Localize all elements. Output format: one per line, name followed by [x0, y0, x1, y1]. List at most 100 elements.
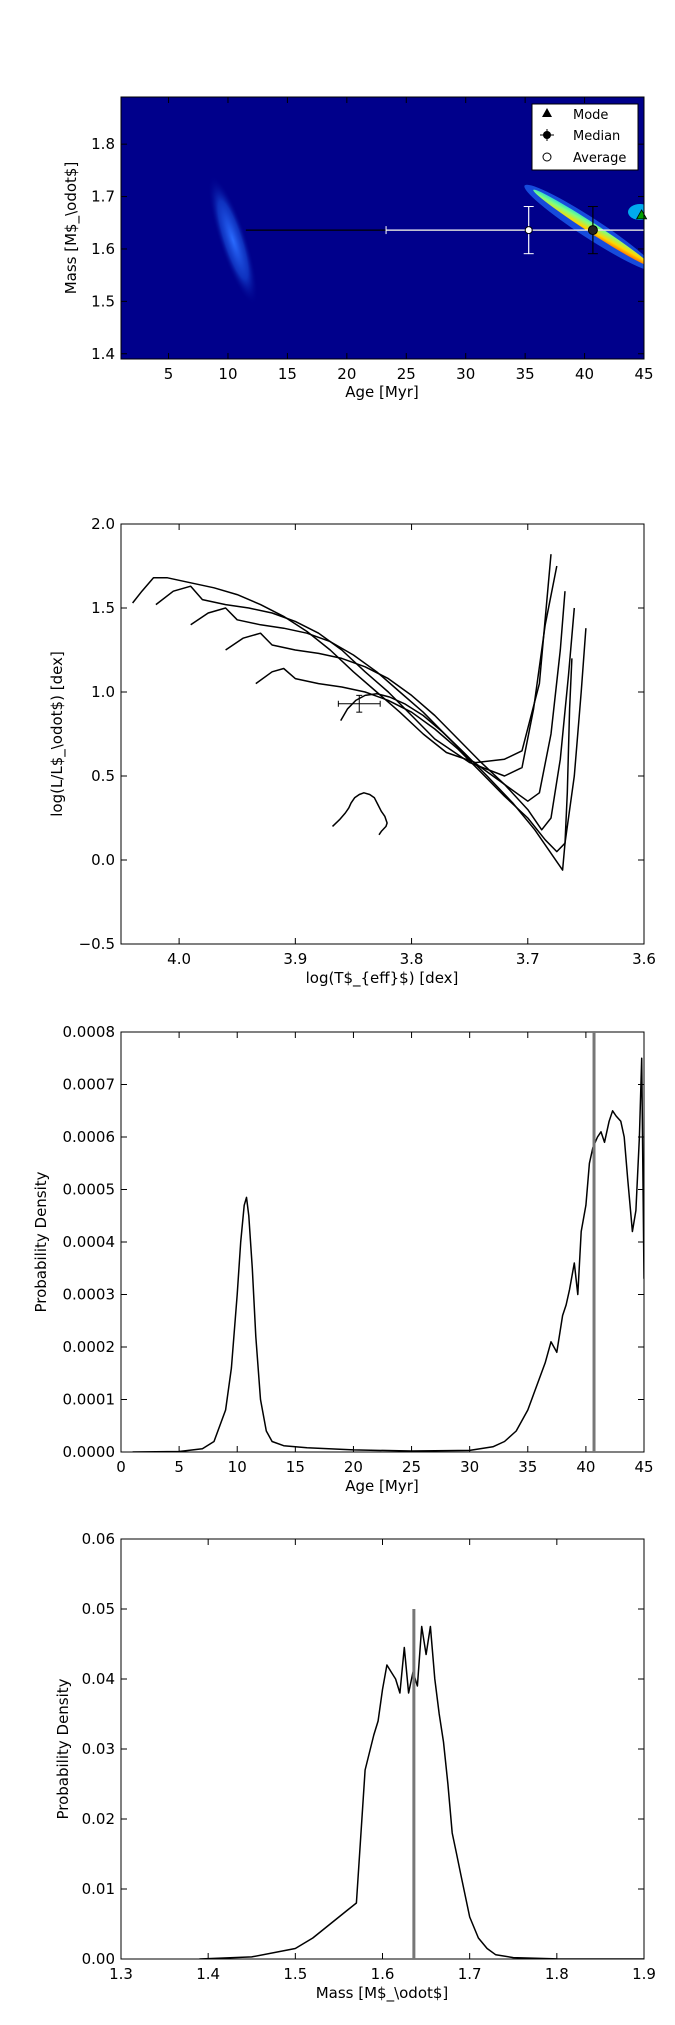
legend-average-icon	[542, 152, 552, 162]
y-tick-label: 1.8	[91, 135, 115, 153]
x-tick-label: 3.9	[283, 950, 307, 968]
hr-ylabel: log(L/L$_\odot$) [dex]	[48, 651, 67, 817]
y-tick-label: 1.5	[91, 292, 115, 310]
x-tick-label: 35	[518, 1458, 537, 1476]
x-tick-label: 1.3	[109, 1965, 133, 1983]
y-tick-label: 1.4	[91, 345, 115, 363]
y-tick-label: 0.0001	[63, 1391, 116, 1409]
heatmap-markers	[245, 206, 648, 255]
y-tick-label: 1.0	[91, 683, 115, 701]
y-tick-label: 0.0006	[63, 1128, 116, 1146]
x-tick-label: 40	[575, 365, 594, 383]
heatmap-ylabel: Mass [M$_\odot$]	[62, 162, 81, 295]
heatmap-frame	[120, 96, 645, 360]
legend-median-label: Median	[573, 129, 620, 144]
mass-pdf-ticks: 1.3 1.4 1.5 1.6 1.7 1.8 1.9 0.00 0.01 0.02 0.03 0.0…	[82, 1530, 656, 1983]
y-tick-label: 0.0002	[63, 1338, 116, 1356]
y-tick-label: 0.0008	[63, 1023, 116, 1041]
x-tick-label: 45	[634, 1458, 653, 1476]
hr-star-errorbar	[337, 694, 381, 713]
x-tick-label: 20	[344, 1458, 363, 1476]
x-tick-label: 30	[460, 1458, 479, 1476]
y-tick-label: 1.6	[91, 240, 115, 258]
x-tick-label: 10	[218, 365, 237, 383]
x-tick-label: 3.7	[516, 950, 540, 968]
isochrone-6	[155, 565, 558, 777]
x-tick-label: 15	[278, 365, 297, 383]
legend-mode-icon	[542, 108, 552, 117]
heatmap-ticks: 5 10 15 20 25 30 35 40 45 1.4 1.5 1.6 1.7 1.8	[91, 97, 654, 383]
y-tick-label: 0.0004	[63, 1233, 116, 1251]
heatmap-blob-young	[208, 175, 258, 305]
hr-isochrones	[132, 554, 587, 871]
panel-hr-diagram: 4.0 3.9 3.8 3.7 3.6 −0.5 0.0 0.5 1.0 1.5 2.0 log(T…	[48, 515, 656, 988]
legend-median-icon	[543, 131, 551, 139]
y-tick-label: 0.03	[82, 1740, 115, 1758]
legend: Mode Median Average	[531, 103, 639, 171]
mass-pdf-xlabel: Mass [M$_\odot$]	[316, 1984, 449, 2003]
y-tick-label: 0.02	[82, 1810, 115, 1828]
x-tick-label: 1.9	[632, 1965, 656, 1983]
panel-age-mass-heatmap: 5 10 15 20 25 30 35 40 45 1.4 1.5 1.6 1.7 1.8 Age [My…	[62, 96, 654, 401]
age-pdf-ticks: 0 5 10 15 20 25 30 35 40 45 0.0000 0.0001 0.0002 0.00…	[63, 1023, 654, 1476]
x-tick-label: 3.8	[400, 950, 424, 968]
isochrone-5	[190, 591, 566, 802]
hr-xlabel: log(T$_{eff}$) [dex]	[306, 969, 459, 988]
median-marker	[587, 225, 598, 236]
y-tick-label: 0.04	[82, 1670, 115, 1688]
y-tick-label: 0.0000	[63, 1443, 116, 1461]
heatmap-xlabel: Age [Myr]	[345, 383, 418, 401]
y-tick-label: 0.0007	[63, 1076, 116, 1094]
legend-mode-label: Mode	[573, 108, 608, 123]
isochrone-7	[132, 554, 552, 764]
mass-pdf-plot	[199, 1609, 644, 1959]
x-tick-label: 20	[337, 365, 356, 383]
x-tick-label: 35	[516, 365, 535, 383]
legend-average-label: Average	[573, 151, 626, 166]
x-tick-label: 3.6	[632, 950, 656, 968]
age-pdf-plot	[132, 1032, 644, 1452]
x-tick-label: 45	[634, 365, 653, 383]
age-pdf-frame	[120, 1031, 645, 1453]
average-marker	[524, 226, 533, 235]
mass-pdf-ylabel: Probability Density	[54, 1678, 72, 1819]
x-tick-label: 15	[286, 1458, 305, 1476]
x-tick-label: 1.5	[283, 1965, 307, 1983]
y-tick-label: −0.5	[79, 935, 115, 953]
x-tick-label: 40	[576, 1458, 595, 1476]
x-tick-label: 30	[456, 365, 475, 383]
x-tick-label: 5	[174, 1458, 184, 1476]
x-tick-label: 4.0	[167, 950, 191, 968]
y-tick-label: 0.05	[82, 1600, 115, 1618]
y-tick-label: 0.0	[91, 851, 115, 869]
age-pdf-ylabel: Probability Density	[32, 1171, 50, 1312]
mass-pdf-line	[199, 1625, 644, 1959]
x-tick-label: 1.7	[458, 1965, 482, 1983]
x-tick-label: 1.4	[196, 1965, 220, 1983]
mass-pdf-frame	[120, 1538, 645, 1960]
hr-ticks: 4.0 3.9 3.8 3.7 3.6 −0.5 0.0 0.5 1.0 1.5 2.0	[79, 515, 656, 968]
x-tick-label: 5	[164, 365, 174, 383]
x-tick-label: 25	[402, 1458, 421, 1476]
panel-age-pdf: 0 5 10 15 20 25 30 35 40 45 0.0000 0.0001 0.0002 0.00…	[32, 1023, 654, 1495]
y-tick-label: 1.5	[91, 599, 115, 617]
y-tick-label: 0.06	[82, 1530, 115, 1548]
y-tick-label: 0.0005	[63, 1181, 116, 1199]
y-tick-label: 0.0003	[63, 1286, 116, 1304]
isochrone-3	[255, 628, 587, 853]
x-tick-label: 1.6	[371, 1965, 395, 1983]
x-tick-label: 1.8	[545, 1965, 569, 1983]
y-tick-label: 2.0	[91, 515, 115, 533]
panel-mass-pdf: 1.3 1.4 1.5 1.6 1.7 1.8 1.9 0.00 0.01 0.02 0.03 0.0…	[54, 1530, 656, 2003]
y-tick-label: 0.01	[82, 1880, 115, 1898]
x-tick-label: 0	[116, 1458, 126, 1476]
y-tick-label: 1.7	[91, 188, 115, 206]
x-tick-label: 10	[228, 1458, 247, 1476]
y-tick-label: 0.5	[91, 767, 115, 785]
hr-frame	[120, 523, 645, 945]
x-tick-label: 25	[397, 365, 416, 383]
age-pdf-xlabel: Age [Myr]	[345, 1477, 418, 1495]
age-pdf-line	[132, 1057, 644, 1452]
isochrone-1	[331, 792, 388, 836]
